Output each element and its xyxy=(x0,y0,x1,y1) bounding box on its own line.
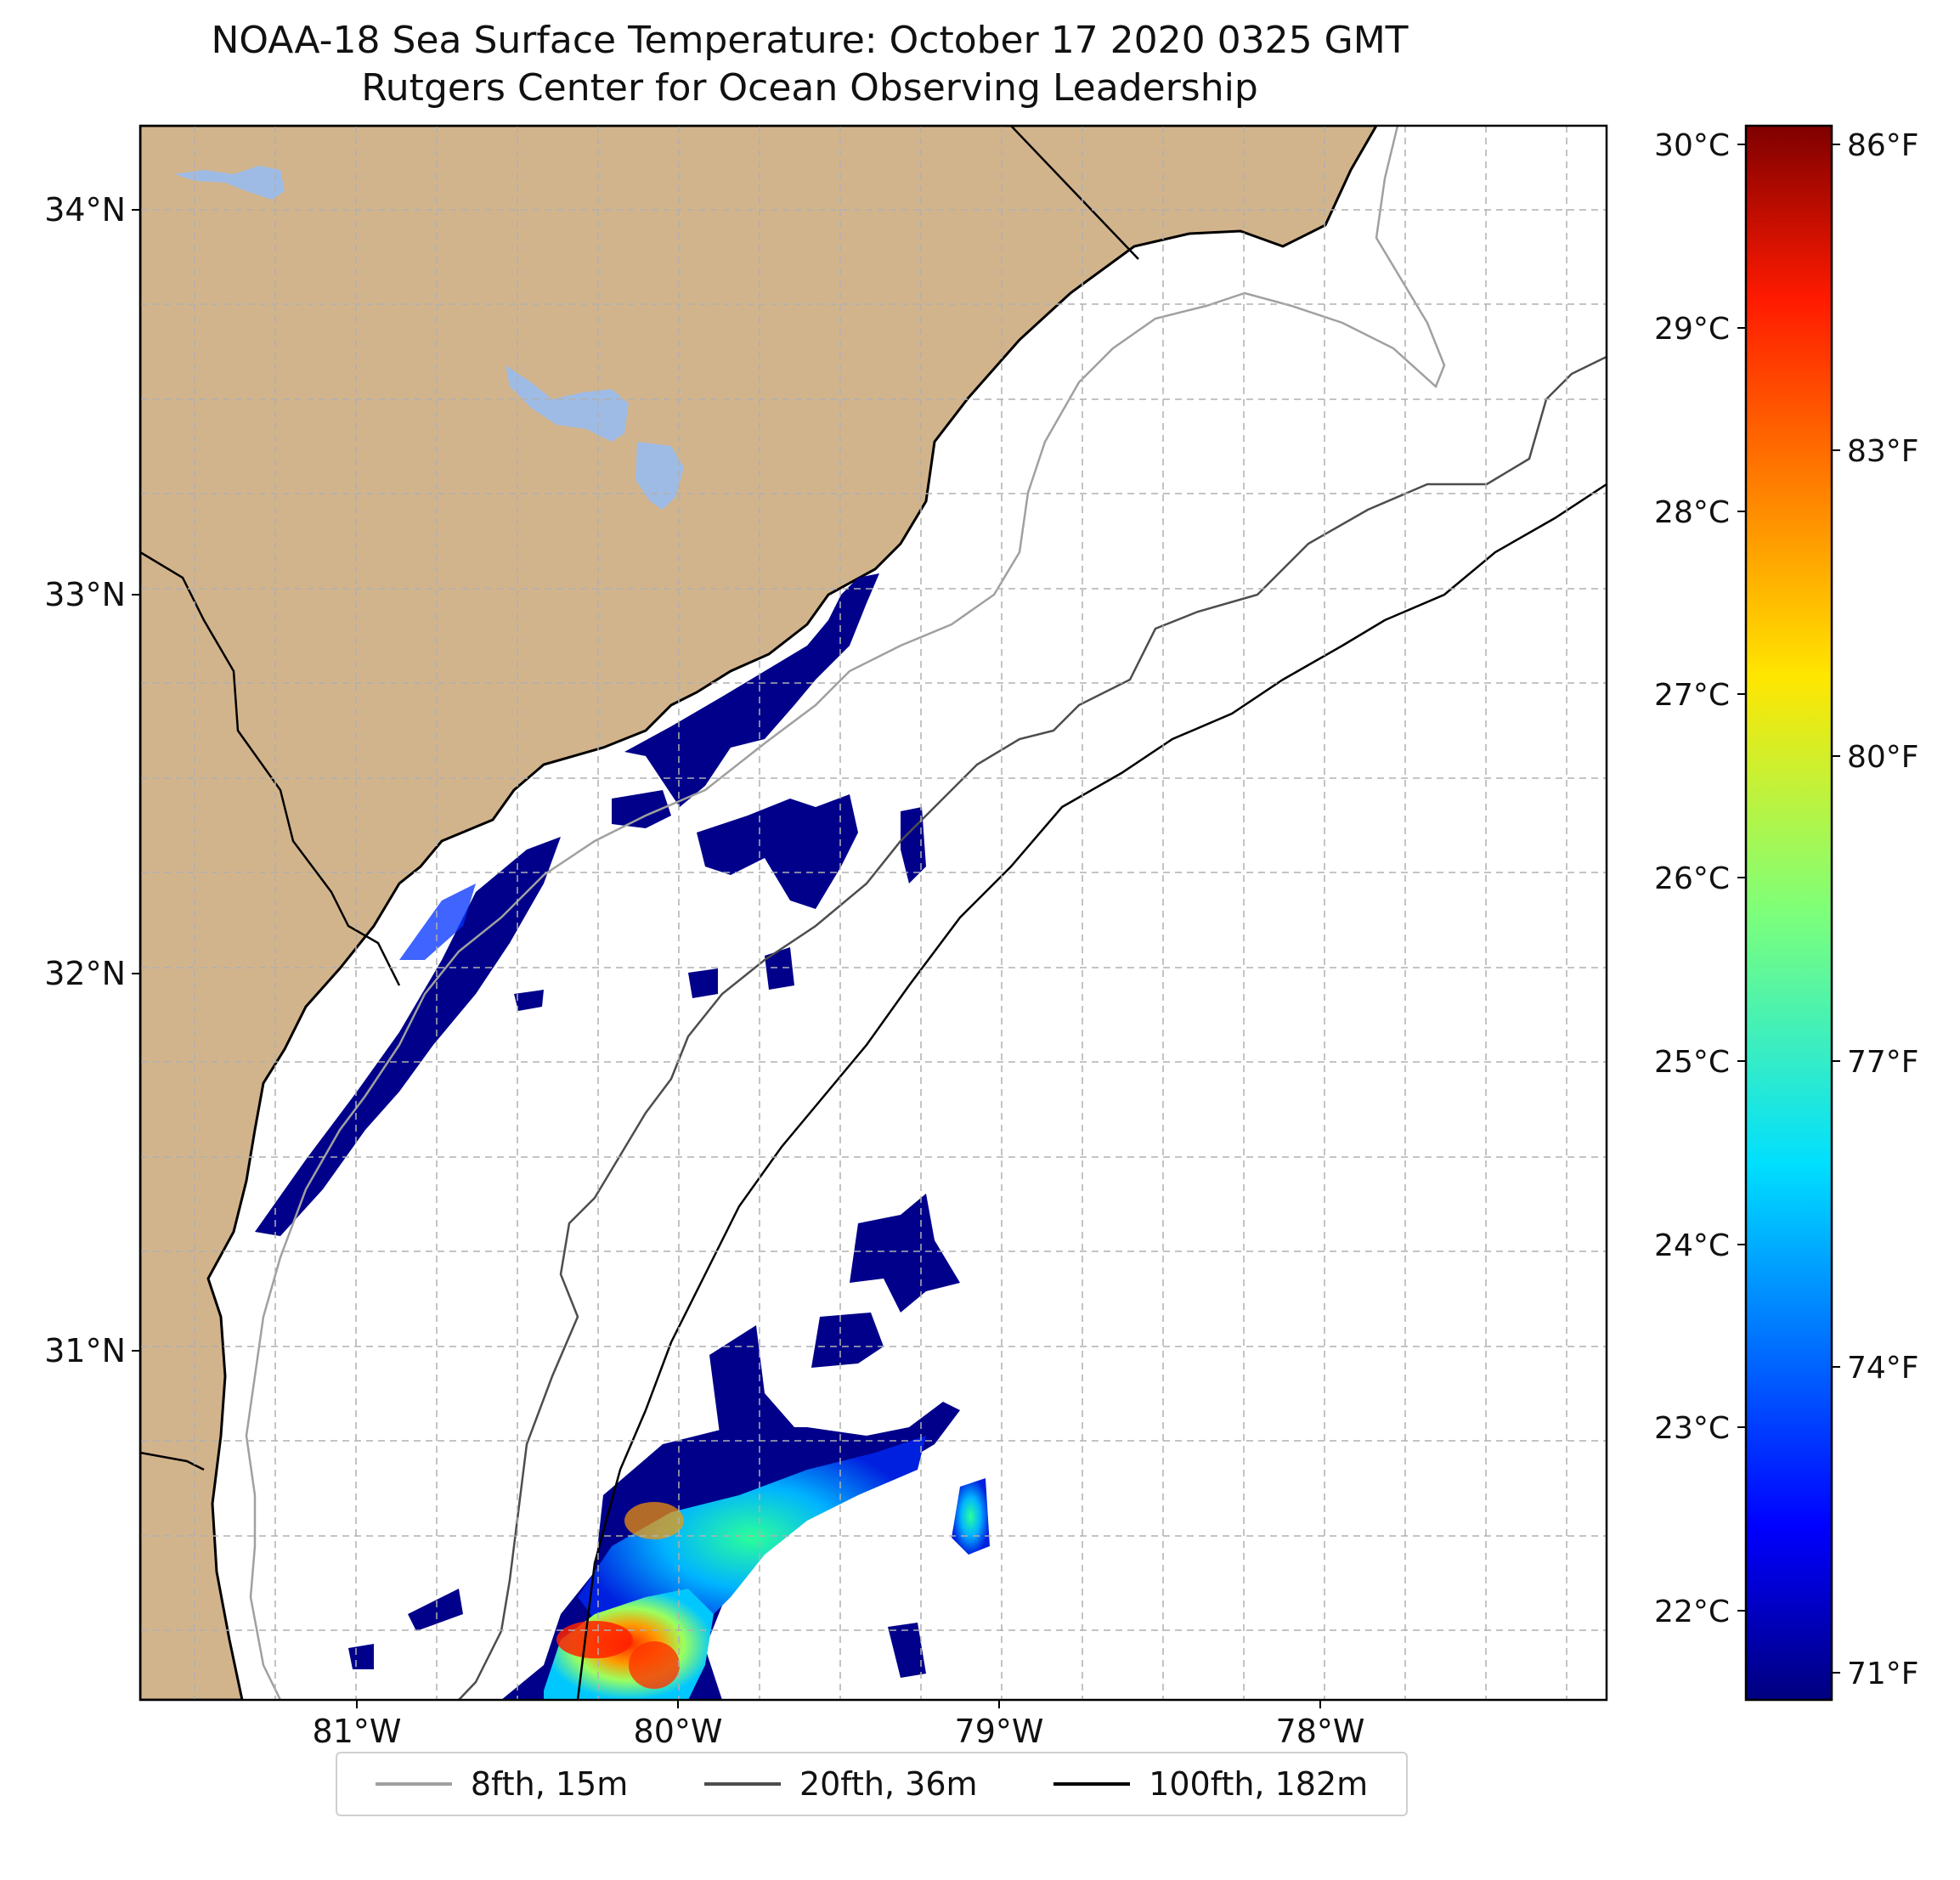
colorbar-fahrenheit-labels: 86°F 83°F 80°F 77°F 74°F 71°F xyxy=(1832,128,1919,1691)
contour-20fth xyxy=(458,355,1607,1700)
legend-swatch-20fth xyxy=(703,1782,781,1786)
lat-label-31: 31°N xyxy=(44,1332,126,1369)
colorbar-f-86: 86°F xyxy=(1847,128,1919,163)
colorbar-c-22: 22°C xyxy=(1654,1595,1730,1629)
colorbar-c-30: 30°C xyxy=(1654,128,1730,163)
legend-swatch-8fth xyxy=(375,1782,452,1786)
contour-100fth xyxy=(576,483,1607,1700)
colorbar-c-28: 28°C xyxy=(1654,495,1730,530)
legend-swatch-100fth xyxy=(1053,1782,1131,1786)
colorbar-f-74: 74°F xyxy=(1847,1351,1919,1386)
sst-data xyxy=(255,573,990,1700)
map-area xyxy=(140,126,1607,1700)
title-line-2: Rutgers Center for Ocean Observing Leade… xyxy=(361,66,1258,110)
colorbar-c-23: 23°C xyxy=(1654,1411,1730,1446)
lake-marion xyxy=(506,365,629,442)
colorbar xyxy=(1744,124,1833,1702)
latitude-labels: 34°N 33°N 32°N 31°N xyxy=(44,191,140,1369)
lon-label-80w: 80°W xyxy=(634,1713,723,1750)
colorbar-c-24: 24°C xyxy=(1654,1228,1730,1263)
lat-label-32: 32°N xyxy=(44,955,126,992)
longitude-labels: 81°W 80°W 79°W 78°W xyxy=(313,1700,1365,1750)
colorbar-f-80: 80°F xyxy=(1847,740,1919,775)
state-border-ga-fl xyxy=(140,1451,205,1471)
colorbar-c-29: 29°C xyxy=(1654,312,1730,347)
title-line-1: NOAA-18 Sea Surface Temperature: October… xyxy=(211,19,1409,62)
colorbar-f-71: 71°F xyxy=(1847,1657,1919,1691)
contour-legend: 8fth, 15m 20fth, 36m 100fth, 182m xyxy=(336,1752,1408,1816)
lon-label-79w: 79°W xyxy=(955,1713,1044,1750)
lat-label-33: 33°N xyxy=(44,576,126,613)
lake-north xyxy=(174,166,285,200)
map-frame xyxy=(138,124,1608,1702)
lat-label-34: 34°N xyxy=(44,191,126,229)
land xyxy=(140,126,1378,1700)
colorbar-c-26: 26°C xyxy=(1654,861,1730,896)
legend-item-8fth: 8fth, 15m xyxy=(375,1765,629,1803)
gridlines xyxy=(140,126,1607,1700)
colorbar-c-27: 27°C xyxy=(1654,678,1730,713)
legend-label-20fth: 20fth, 36m xyxy=(799,1765,978,1803)
lon-label-78w: 78°W xyxy=(1276,1713,1365,1750)
legend-item-20fth: 20fth, 36m xyxy=(703,1765,978,1803)
lon-label-81w: 81°W xyxy=(313,1713,402,1750)
colorbar-f-83: 83°F xyxy=(1847,434,1919,469)
legend-item-100fth: 100fth, 182m xyxy=(1053,1765,1368,1803)
state-border-sc-ga xyxy=(140,550,401,986)
colorbar-c-25: 25°C xyxy=(1654,1045,1730,1080)
contour-8fth xyxy=(245,126,1446,1700)
lake-moultrie xyxy=(635,442,684,510)
legend-label-8fth: 8fth, 15m xyxy=(470,1765,629,1803)
legend-label-100fth: 100fth, 182m xyxy=(1149,1765,1369,1803)
state-border xyxy=(1010,126,1139,260)
colorbar-celsius-labels: 30°C 29°C 28°C 27°C 26°C 25°C 24°C 23°C … xyxy=(1654,128,1746,1629)
colorbar-f-77: 77°F xyxy=(1847,1045,1919,1080)
